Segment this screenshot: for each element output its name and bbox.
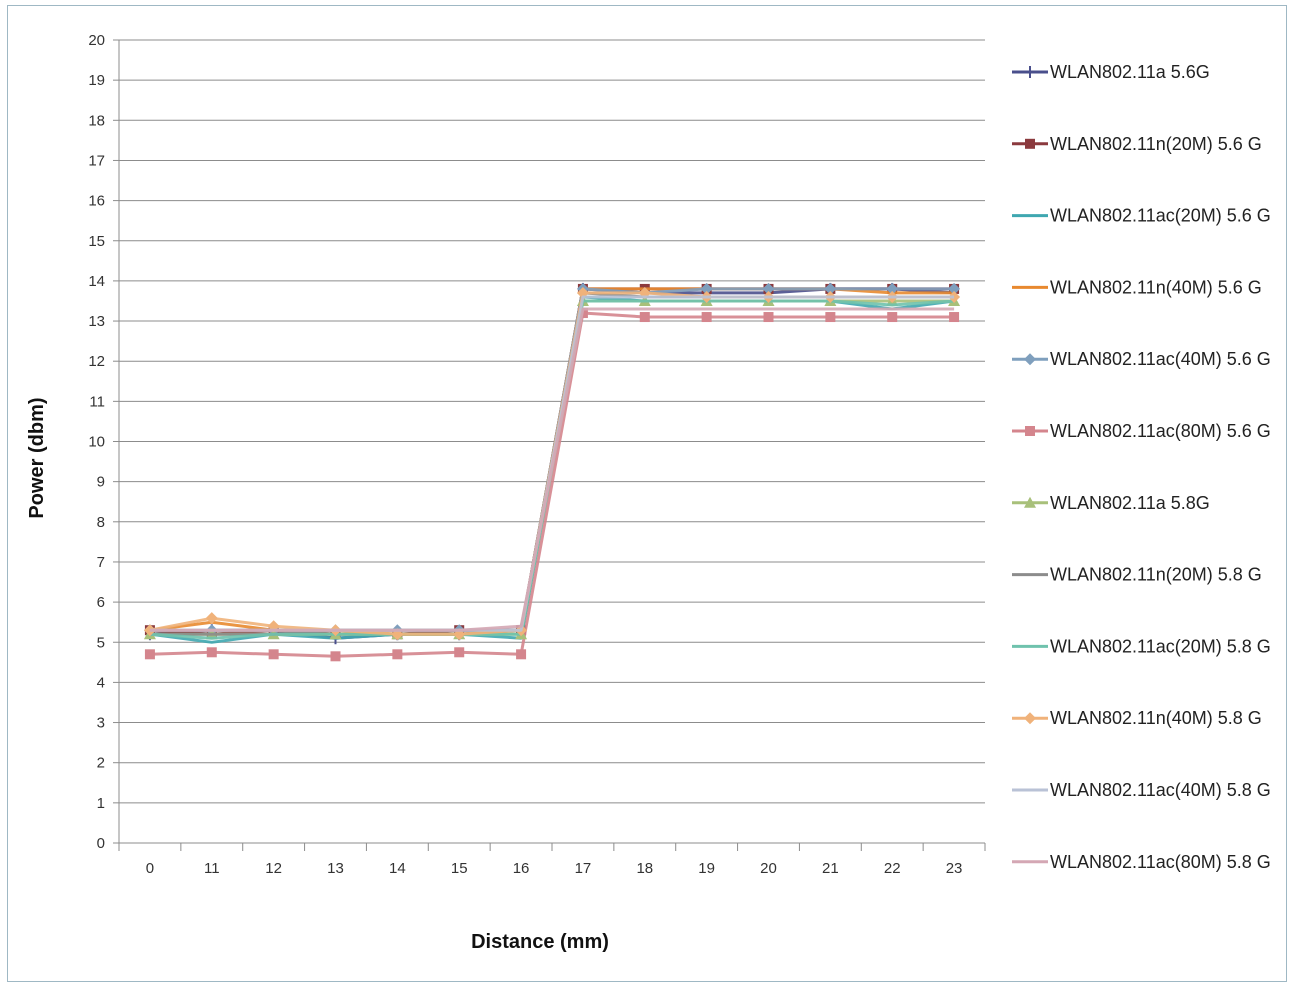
y-tick-label: 13 [88, 313, 105, 330]
gridlines [119, 39, 985, 844]
y-tick-label: 7 [97, 554, 105, 571]
x-axis-title: Distance (mm) [471, 931, 609, 953]
series-line [149, 311, 955, 658]
data-point [392, 649, 403, 660]
x-tick-label: 18 [636, 860, 653, 877]
legend-label: WLAN802.11ac(80M) 5.6 G [1050, 421, 1271, 441]
data-point [887, 312, 898, 323]
y-tick-label: 1 [97, 795, 105, 812]
data-point [824, 282, 837, 295]
y-tick-label: 19 [88, 72, 105, 89]
y-tick-label: 8 [97, 514, 105, 531]
y-tick-label: 3 [97, 715, 105, 732]
y-tick-label: 0 [97, 835, 105, 852]
x-tick-label: 20 [760, 860, 777, 877]
legend-label: WLAN802.11ac(40M) 5.6 G [1050, 349, 1271, 369]
y-tick-label: 17 [88, 152, 105, 169]
series-line [149, 307, 955, 632]
series-lines [143, 282, 961, 662]
x-tick-label: 22 [884, 860, 901, 877]
y-tick-label: 16 [88, 193, 105, 210]
axes [113, 39, 986, 851]
legend-item: WLAN802.11n(40M) 5.6 G [1012, 277, 1262, 297]
legend-item: WLAN802.11ac(40M) 5.6 G [1012, 349, 1271, 369]
legend-item: WLAN802.11n(20M) 5.6 G [1012, 134, 1262, 154]
x-tick-label: 16 [513, 860, 530, 877]
x-tick-label: 12 [265, 860, 282, 877]
y-tick-label: 15 [88, 233, 105, 250]
data-point [206, 647, 217, 658]
data-point [762, 282, 775, 295]
legend-marker [1024, 712, 1036, 725]
y-tick-label: 2 [97, 755, 105, 772]
data-point [205, 612, 218, 625]
x-tick-label: 15 [451, 860, 468, 877]
data-point [639, 312, 650, 323]
y-tick-label: 5 [97, 634, 105, 651]
x-tick-label: 21 [822, 860, 839, 877]
legend-label: WLAN802.11ac(40M) 5.8 G [1050, 780, 1271, 800]
legend-marker [1024, 353, 1036, 366]
y-tick-label: 12 [88, 353, 105, 370]
x-tick-labels: 0 11 12 13 14 15 16 17 18 19 20 21 22 23 [146, 860, 963, 877]
data-point [144, 649, 155, 660]
legend-label: WLAN802.11ac(80M) 5.8 G [1050, 852, 1271, 872]
y-tick-label: 10 [88, 434, 105, 451]
legend-item: WLAN802.11n(40M) 5.8 G [1012, 708, 1262, 728]
x-tick-label: 14 [389, 860, 406, 877]
x-tick-label: 17 [575, 860, 592, 877]
data-point [763, 312, 774, 323]
y-tick-label: 14 [88, 273, 105, 290]
legend-item: WLAN802.11a 5.6G [1012, 62, 1210, 82]
y-tick-label: 20 [88, 32, 105, 49]
data-point [516, 649, 527, 660]
legend-marker [1025, 426, 1035, 436]
legend-item: WLAN802.11ac(40M) 5.8 G [1012, 780, 1271, 800]
y-axis-title: Power (dbm) [26, 397, 48, 518]
y-tick-label: 6 [97, 594, 105, 611]
legend-label: WLAN802.11ac(20M) 5.8 G [1050, 636, 1271, 656]
legend-item: WLAN802.11a 5.8G [1012, 493, 1210, 513]
legend-item: WLAN802.11ac(20M) 5.6 G [1012, 206, 1271, 226]
legend-marker [1025, 138, 1035, 149]
legend-label: WLAN802.11a 5.6G [1050, 62, 1210, 82]
legend-label: WLAN802.11ac(20M) 5.6 G [1050, 206, 1271, 226]
data-point [948, 282, 961, 295]
legend-item: WLAN802.11ac(20M) 5.8 G [1012, 636, 1271, 656]
data-point [330, 651, 341, 662]
x-tick-label: 11 [204, 860, 220, 877]
data-point [886, 282, 899, 295]
data-point [268, 649, 279, 660]
legend-label: WLAN802.11a 5.8G [1050, 493, 1210, 513]
legend: WLAN802.11a 5.6G WLAN802.11n(20M) 5.6 G WL… [1012, 62, 1271, 872]
legend-label: WLAN802.11n(40M) 5.6 G [1050, 277, 1262, 297]
chart-frame [7, 5, 1287, 982]
y-tick-label: 4 [97, 674, 105, 691]
data-point [949, 312, 960, 323]
x-tick-label: 23 [946, 860, 963, 877]
legend-item: WLAN802.11ac(80M) 5.8 G [1012, 852, 1271, 872]
y-tick-label: 18 [88, 112, 105, 129]
x-tick-label: 13 [327, 860, 344, 877]
legend-label: WLAN802.11n(20M) 5.8 G [1050, 565, 1262, 585]
data-point [700, 282, 713, 295]
x-tick-label: 0 [146, 860, 154, 877]
legend-label: WLAN802.11n(20M) 5.6 G [1050, 134, 1262, 154]
data-point [454, 647, 465, 658]
y-tick-label: 11 [89, 393, 105, 410]
y-tick-label: 9 [97, 474, 105, 491]
legend-label: WLAN802.11n(40M) 5.8 G [1050, 708, 1262, 728]
x-tick-label: 19 [698, 860, 715, 877]
legend-item: WLAN802.11ac(80M) 5.6 G [1012, 421, 1271, 441]
data-point [825, 312, 836, 323]
legend-item: WLAN802.11n(20M) 5.8 G [1012, 565, 1262, 585]
legend-marker [1024, 496, 1036, 508]
data-point [701, 312, 712, 323]
